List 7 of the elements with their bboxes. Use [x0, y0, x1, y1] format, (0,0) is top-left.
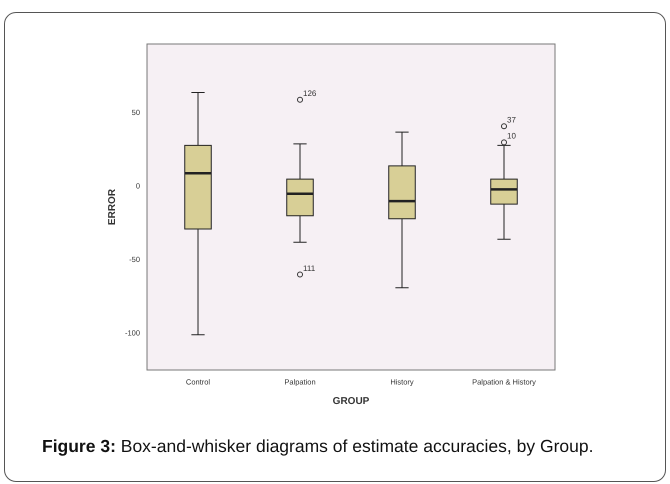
- caption: Figure 3: Box-and-whisker diagrams of estimate accuracies, by Group.: [42, 436, 594, 456]
- x-axis-title: GROUP: [332, 396, 370, 407]
- annotation: 10: [507, 132, 516, 141]
- annotation: 126: [303, 89, 317, 98]
- y-axis-title: ERROR: [106, 188, 118, 226]
- annotation: 37: [507, 115, 516, 124]
- annotation: 111: [303, 264, 316, 273]
